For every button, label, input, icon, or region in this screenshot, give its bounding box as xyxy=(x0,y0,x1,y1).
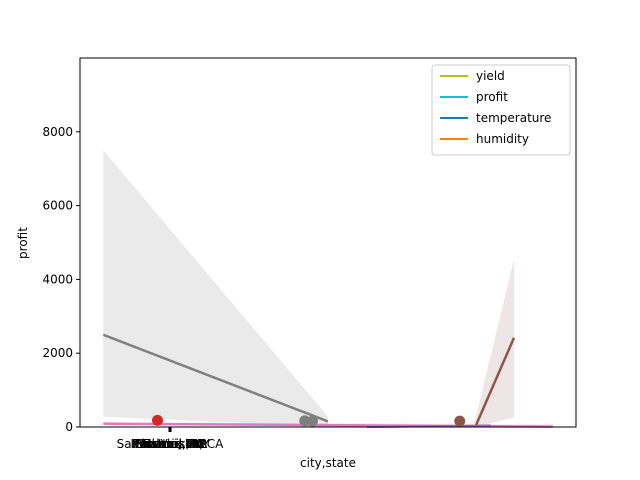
y-tick-label: 8000 xyxy=(42,125,73,139)
y-axis-label: profit xyxy=(16,227,30,259)
legend-box xyxy=(431,64,571,156)
x-tick-label: Denver, CO xyxy=(135,437,204,451)
y-tick-label: 2000 xyxy=(42,346,73,360)
x-tick-label: San Francisco, CA xyxy=(117,437,224,451)
series-0-line xyxy=(102,333,329,423)
x-tick-label: Boston, MA xyxy=(136,437,204,451)
series-0-ci-band xyxy=(103,150,328,427)
axes-frame xyxy=(79,57,577,428)
x-tick-label: New York, NY xyxy=(131,437,211,451)
x-tick-label: Phoenix, AZ xyxy=(134,437,206,451)
legend-label: yield xyxy=(476,69,505,83)
legend-label: humidity xyxy=(476,132,529,146)
x-axis-label: city,state xyxy=(300,456,356,470)
y-ticks: 0 2000 4000 6000 8000 xyxy=(42,125,80,434)
data-point-2 xyxy=(307,415,318,427)
legend: yield profit temperature humidity xyxy=(431,64,571,156)
x-tick-label: Portland, OR xyxy=(132,437,207,451)
data-point-0 xyxy=(152,414,163,426)
series-1-line xyxy=(474,337,516,428)
y-tick-label: 6000 xyxy=(42,199,73,213)
plot-layer xyxy=(102,150,553,428)
y-tick-label: 4000 xyxy=(42,272,73,286)
y-tick-label: 0 xyxy=(65,420,73,434)
legend-label: profit xyxy=(476,90,508,104)
x-tick-label: Seattle, WA xyxy=(135,437,205,451)
data-point-3 xyxy=(454,415,466,427)
series-1-ci-band xyxy=(475,259,514,427)
legend-label: temperature xyxy=(476,111,551,125)
x-tick-label: Miami, FL xyxy=(141,437,199,451)
